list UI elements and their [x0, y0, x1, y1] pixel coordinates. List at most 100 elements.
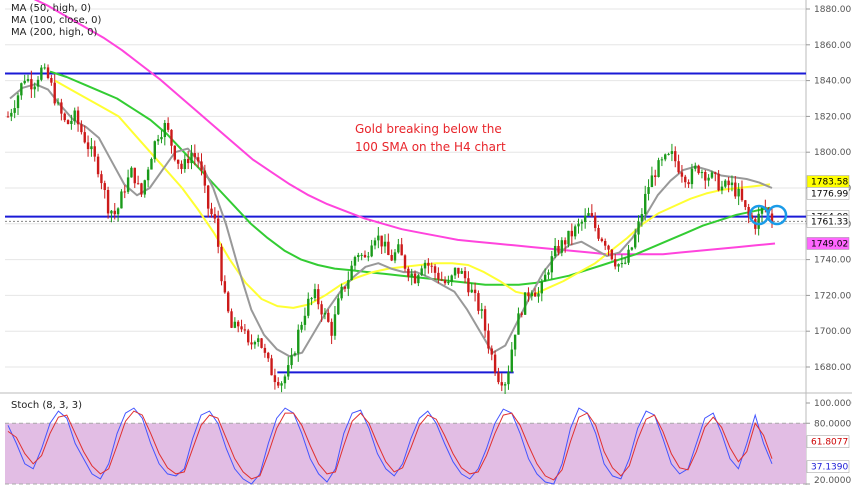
candle-body [624, 262, 627, 264]
candle-body [440, 279, 443, 281]
candle-body [320, 304, 323, 315]
candle-body [130, 167, 133, 178]
candle-body [243, 329, 247, 331]
candle-body [750, 215, 754, 220]
price-badge-label: 1749.02 [811, 239, 848, 249]
candle-body [176, 159, 180, 164]
y-tick-label: 1880.00 [814, 5, 851, 15]
price-badge [806, 215, 850, 228]
candle-body [770, 213, 774, 224]
candle-body [180, 163, 183, 170]
candle-body [380, 235, 383, 247]
candle-body [70, 120, 73, 124]
candle-body [36, 79, 40, 87]
candle-body [677, 161, 680, 173]
candle-body [280, 383, 283, 386]
candle-body [657, 160, 660, 177]
candle-body [634, 234, 637, 248]
candle-body [206, 185, 210, 209]
candle-body [610, 249, 614, 260]
y-tick-label: 1700.00 [814, 327, 851, 337]
candle-body [196, 157, 200, 162]
candle-body [220, 246, 223, 282]
candle-body [707, 177, 710, 181]
candle-body [213, 214, 217, 219]
candle-body [550, 256, 554, 273]
candle-body [367, 256, 370, 258]
candle-body [73, 110, 76, 121]
candle-body [543, 274, 547, 282]
candle-body [390, 255, 393, 261]
candle-body [86, 142, 90, 150]
candle-body [430, 265, 433, 267]
candle-body [166, 122, 170, 130]
candle-body [757, 213, 760, 229]
annotation: Gold breaking below the 100 SMA on the H… [355, 122, 506, 154]
annotation-line-2: 100 SMA on the H4 chart [355, 140, 506, 154]
candle-body [263, 347, 267, 353]
candle-body [517, 313, 520, 335]
candle-body [717, 173, 720, 191]
candle-body [470, 289, 473, 293]
candle-body [16, 95, 20, 109]
candle-body [640, 213, 644, 222]
stoch-k-line [7, 407, 773, 485]
candle-body [10, 112, 13, 117]
candle-body [103, 183, 106, 190]
candle-body [500, 382, 503, 386]
highlight-circle [766, 204, 788, 226]
candle-body [60, 102, 63, 114]
candle-body [20, 83, 23, 96]
candle-body [233, 321, 237, 328]
candle-body [533, 292, 537, 297]
candle-body [247, 330, 250, 343]
candle-body [203, 170, 207, 186]
candle-body [363, 254, 367, 258]
candle-body [290, 355, 293, 366]
candle-body [387, 241, 390, 256]
candle-body [577, 223, 580, 227]
candle-body [460, 271, 463, 274]
legend-ma100: MA (100, close, 0) [11, 15, 101, 26]
candle-body [160, 137, 163, 140]
candle-body [143, 180, 146, 195]
candle-body [76, 110, 80, 125]
stoch-y-tick-label: 100.0000 [814, 399, 852, 409]
candle-body [237, 321, 240, 327]
candle-body [483, 309, 487, 331]
candle-body [226, 292, 230, 312]
candle-body [170, 129, 173, 146]
y-tick-label: 1720.00 [814, 291, 851, 301]
candle-body [210, 208, 213, 215]
candle-body [630, 247, 634, 250]
candle-body [423, 262, 427, 269]
candle-body [490, 348, 493, 355]
candle-body [437, 272, 440, 280]
candle-body [567, 230, 570, 245]
candle-body [420, 268, 423, 276]
ma200-line [33, 0, 776, 256]
candle-body [760, 206, 764, 214]
candle-body [687, 182, 690, 185]
candle-body [377, 235, 380, 241]
stoch-badge [806, 435, 850, 448]
candle-body [90, 146, 93, 150]
candle-body [503, 384, 507, 386]
candle-body [487, 330, 490, 349]
candle-body [553, 245, 557, 257]
candle-body [333, 314, 337, 336]
candle-body [467, 278, 470, 293]
candle-body [186, 159, 190, 164]
candle-body [273, 375, 277, 383]
candle-body [530, 292, 533, 297]
candle-body [307, 298, 310, 316]
candle-body [447, 281, 450, 284]
candle-body [747, 206, 750, 216]
candle-body [644, 193, 647, 214]
candle-body [557, 245, 560, 253]
candle-body [493, 354, 497, 373]
candle-body [283, 376, 287, 384]
candle-body [583, 215, 587, 223]
price-badge-label: 1761.33 [811, 217, 848, 227]
